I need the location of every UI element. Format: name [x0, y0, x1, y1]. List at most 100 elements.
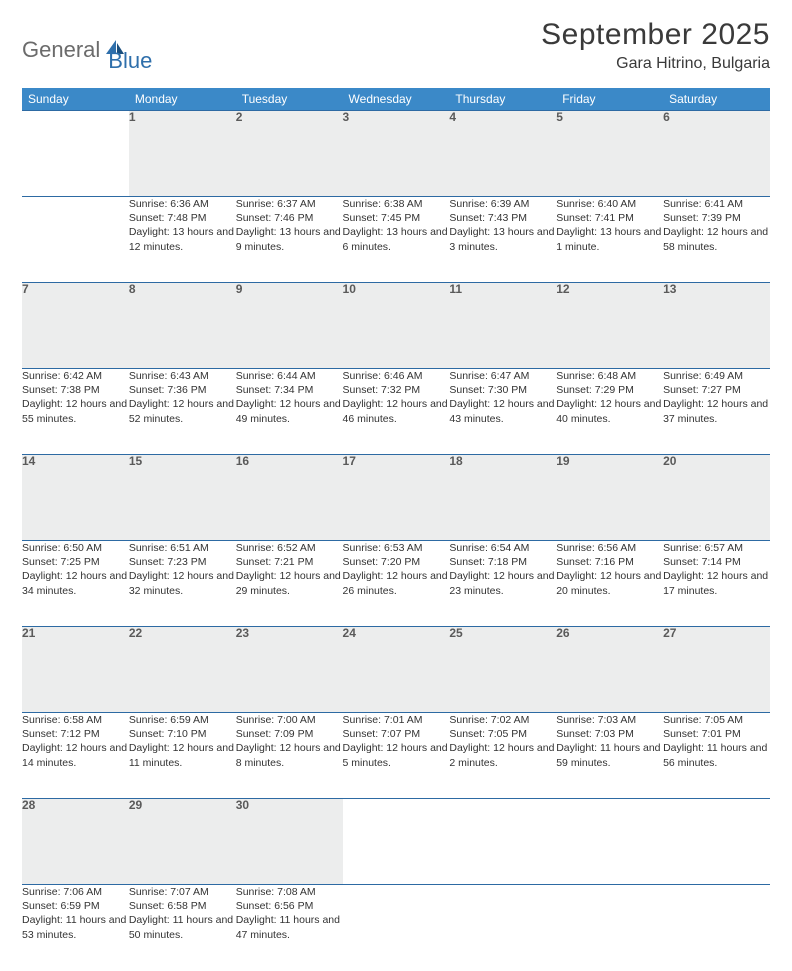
day-content-cell [343, 885, 450, 971]
week-content-row: Sunrise: 7:06 AMSunset: 6:59 PMDaylight:… [22, 885, 770, 971]
day-content-cell: Sunrise: 6:49 AMSunset: 7:27 PMDaylight:… [663, 369, 770, 455]
day-content-cell: Sunrise: 6:57 AMSunset: 7:14 PMDaylight:… [663, 541, 770, 627]
sunset-text: Sunset: 7:34 PM [236, 383, 343, 397]
day-number-cell: 24 [343, 627, 450, 713]
day-number-cell: 28 [22, 799, 129, 885]
sunset-text: Sunset: 7:38 PM [22, 383, 129, 397]
day-content-cell: Sunrise: 6:36 AMSunset: 7:48 PMDaylight:… [129, 197, 236, 283]
day-content-cell: Sunrise: 7:00 AMSunset: 7:09 PMDaylight:… [236, 713, 343, 799]
day-number-cell [22, 111, 129, 197]
daylight-text: Daylight: 12 hours and 46 minutes. [343, 397, 450, 425]
day-content-cell: Sunrise: 6:41 AMSunset: 7:39 PMDaylight:… [663, 197, 770, 283]
sunrise-text: Sunrise: 6:53 AM [343, 541, 450, 555]
day-number-cell: 16 [236, 455, 343, 541]
sunrise-text: Sunrise: 6:50 AM [22, 541, 129, 555]
sunset-text: Sunset: 6:59 PM [22, 899, 129, 913]
week-daynum-row: 78910111213 [22, 283, 770, 369]
sunrise-text: Sunrise: 6:51 AM [129, 541, 236, 555]
sunset-text: Sunset: 7:45 PM [343, 211, 450, 225]
day-content-cell [663, 885, 770, 971]
daylight-text: Daylight: 13 hours and 3 minutes. [449, 225, 556, 253]
sunset-text: Sunset: 7:32 PM [343, 383, 450, 397]
day-content-cell: Sunrise: 6:58 AMSunset: 7:12 PMDaylight:… [22, 713, 129, 799]
sunset-text: Sunset: 7:14 PM [663, 555, 770, 569]
day-content-cell: Sunrise: 6:39 AMSunset: 7:43 PMDaylight:… [449, 197, 556, 283]
day-number-cell: 25 [449, 627, 556, 713]
daylight-text: Daylight: 12 hours and 55 minutes. [22, 397, 129, 425]
day-content-cell: Sunrise: 6:37 AMSunset: 7:46 PMDaylight:… [236, 197, 343, 283]
day-content-cell: Sunrise: 6:48 AMSunset: 7:29 PMDaylight:… [556, 369, 663, 455]
calendar-grid: SundayMondayTuesdayWednesdayThursdayFrid… [22, 88, 770, 971]
sunrise-text: Sunrise: 6:41 AM [663, 197, 770, 211]
daylight-text: Daylight: 12 hours and 52 minutes. [129, 397, 236, 425]
sunrise-text: Sunrise: 6:54 AM [449, 541, 556, 555]
daylight-text: Daylight: 13 hours and 9 minutes. [236, 225, 343, 253]
sunset-text: Sunset: 7:10 PM [129, 727, 236, 741]
sunrise-text: Sunrise: 6:59 AM [129, 713, 236, 727]
daylight-text: Daylight: 12 hours and 43 minutes. [449, 397, 556, 425]
daylight-text: Daylight: 12 hours and 37 minutes. [663, 397, 770, 425]
sunrise-text: Sunrise: 7:08 AM [236, 885, 343, 899]
day-content-cell: Sunrise: 6:40 AMSunset: 7:41 PMDaylight:… [556, 197, 663, 283]
sunset-text: Sunset: 7:43 PM [449, 211, 556, 225]
weekday-header: Friday [556, 88, 663, 111]
sunrise-text: Sunrise: 6:58 AM [22, 713, 129, 727]
day-number-cell: 17 [343, 455, 450, 541]
location: Gara Hitrino, Bulgaria [541, 55, 770, 73]
sunset-text: Sunset: 7:48 PM [129, 211, 236, 225]
daylight-text: Daylight: 12 hours and 58 minutes. [663, 225, 770, 253]
daylight-text: Daylight: 12 hours and 49 minutes. [236, 397, 343, 425]
day-content-cell: Sunrise: 6:56 AMSunset: 7:16 PMDaylight:… [556, 541, 663, 627]
brand-part2: Blue [108, 48, 152, 74]
sunrise-text: Sunrise: 7:01 AM [343, 713, 450, 727]
day-number-cell: 21 [22, 627, 129, 713]
week-content-row: Sunrise: 6:36 AMSunset: 7:48 PMDaylight:… [22, 197, 770, 283]
sunrise-text: Sunrise: 6:57 AM [663, 541, 770, 555]
sunset-text: Sunset: 7:41 PM [556, 211, 663, 225]
day-number-cell: 11 [449, 283, 556, 369]
sunset-text: Sunset: 7:16 PM [556, 555, 663, 569]
day-number-cell: 18 [449, 455, 556, 541]
month-title: September 2025 [541, 18, 770, 52]
day-number-cell: 19 [556, 455, 663, 541]
sunset-text: Sunset: 7:18 PM [449, 555, 556, 569]
daylight-text: Daylight: 13 hours and 12 minutes. [129, 225, 236, 253]
day-number-cell: 5 [556, 111, 663, 197]
day-number-cell: 2 [236, 111, 343, 197]
day-number-cell [449, 799, 556, 885]
week-daynum-row: 282930 [22, 799, 770, 885]
day-number-cell [663, 799, 770, 885]
daylight-text: Daylight: 11 hours and 53 minutes. [22, 913, 129, 941]
day-content-cell: Sunrise: 6:50 AMSunset: 7:25 PMDaylight:… [22, 541, 129, 627]
weekday-header: Saturday [663, 88, 770, 111]
week-content-row: Sunrise: 6:50 AMSunset: 7:25 PMDaylight:… [22, 541, 770, 627]
sunset-text: Sunset: 7:20 PM [343, 555, 450, 569]
sunset-text: Sunset: 7:25 PM [22, 555, 129, 569]
sunset-text: Sunset: 7:39 PM [663, 211, 770, 225]
sunset-text: Sunset: 7:29 PM [556, 383, 663, 397]
day-number-cell [556, 799, 663, 885]
sunset-text: Sunset: 6:58 PM [129, 899, 236, 913]
day-number-cell: 27 [663, 627, 770, 713]
sunrise-text: Sunrise: 7:07 AM [129, 885, 236, 899]
day-number-cell: 20 [663, 455, 770, 541]
day-content-cell: Sunrise: 6:51 AMSunset: 7:23 PMDaylight:… [129, 541, 236, 627]
daylight-text: Daylight: 12 hours and 11 minutes. [129, 741, 236, 769]
weekday-header: Wednesday [343, 88, 450, 111]
day-number-cell: 14 [22, 455, 129, 541]
sunrise-text: Sunrise: 6:39 AM [449, 197, 556, 211]
day-content-cell: Sunrise: 6:54 AMSunset: 7:18 PMDaylight:… [449, 541, 556, 627]
sunrise-text: Sunrise: 6:44 AM [236, 369, 343, 383]
sunset-text: Sunset: 7:46 PM [236, 211, 343, 225]
sunrise-text: Sunrise: 6:49 AM [663, 369, 770, 383]
day-number-cell: 7 [22, 283, 129, 369]
day-content-cell [449, 885, 556, 971]
daylight-text: Daylight: 12 hours and 32 minutes. [129, 569, 236, 597]
day-content-cell: Sunrise: 6:46 AMSunset: 7:32 PMDaylight:… [343, 369, 450, 455]
sunrise-text: Sunrise: 6:38 AM [343, 197, 450, 211]
sunset-text: Sunset: 7:21 PM [236, 555, 343, 569]
daylight-text: Daylight: 12 hours and 5 minutes. [343, 741, 450, 769]
sunrise-text: Sunrise: 7:00 AM [236, 713, 343, 727]
sunrise-text: Sunrise: 7:02 AM [449, 713, 556, 727]
day-number-cell: 8 [129, 283, 236, 369]
